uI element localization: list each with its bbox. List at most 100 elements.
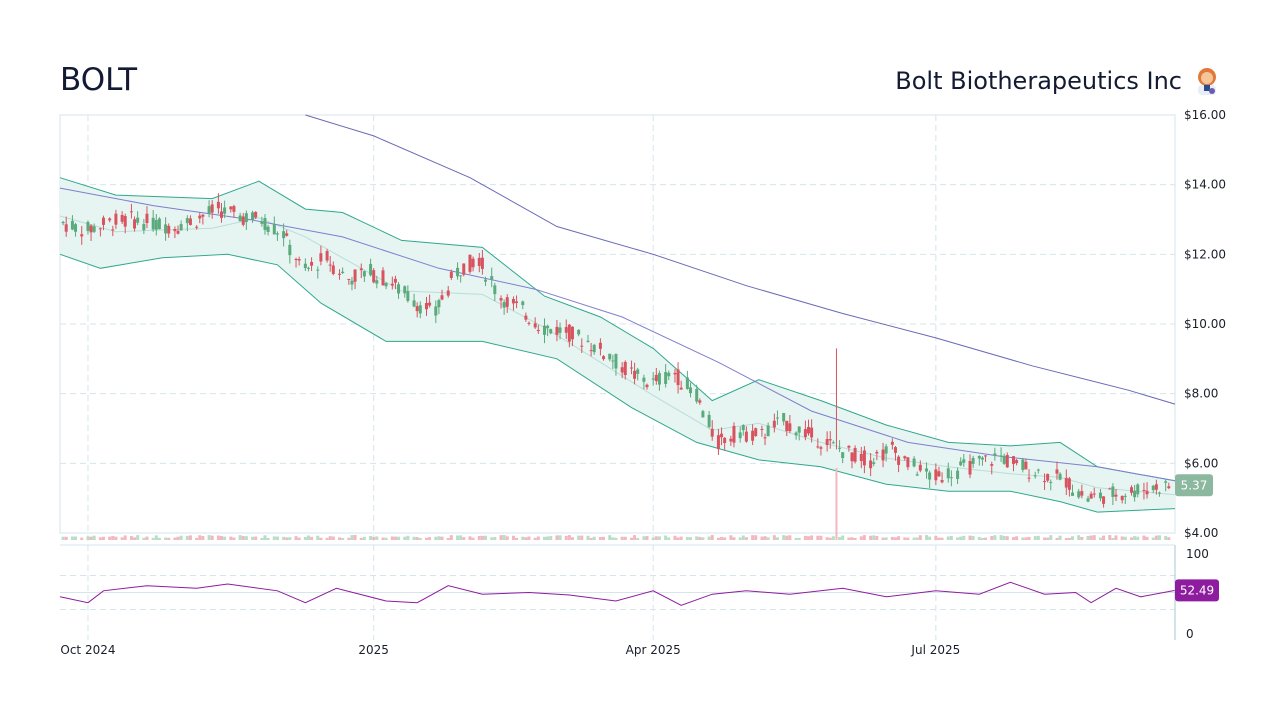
- volume-bar: [341, 537, 345, 540]
- volume-bar: [108, 536, 112, 540]
- volume-bar: [306, 535, 310, 540]
- candle-body: [440, 295, 444, 300]
- candle-body: [862, 450, 866, 466]
- volume-bar: [667, 537, 671, 540]
- candle-body: [642, 377, 646, 382]
- volume-bar: [875, 536, 879, 540]
- volume-bar: [176, 536, 180, 540]
- candle-body: [738, 432, 742, 439]
- candle-body: [142, 224, 146, 231]
- volume-bar: [906, 537, 910, 540]
- volume-bar: [1133, 536, 1137, 540]
- candle-body: [577, 329, 581, 335]
- candle-body: [471, 258, 475, 268]
- sma-200-line: [305, 114, 1176, 405]
- volume-bar: [325, 537, 329, 540]
- volume-bar: [1080, 536, 1084, 540]
- candle-body: [984, 455, 988, 457]
- candle-body: [657, 373, 661, 385]
- volume-bar: [611, 537, 615, 540]
- candle-body: [903, 456, 907, 459]
- candle-body: [338, 273, 342, 275]
- volume-bar: [608, 535, 612, 540]
- candle-body: [589, 350, 593, 352]
- candle-body: [369, 263, 373, 276]
- volume-bar: [86, 536, 90, 540]
- candle-body: [741, 425, 745, 431]
- candle-body: [1120, 495, 1124, 501]
- volume-bar: [577, 535, 581, 540]
- volume-bar: [210, 535, 214, 540]
- volume-bar: [934, 535, 938, 540]
- volume-bar: [841, 535, 845, 540]
- candle-body: [1130, 487, 1134, 493]
- volume-bar: [555, 535, 559, 540]
- volume-bar: [729, 535, 733, 540]
- volume-bar: [185, 535, 189, 540]
- candlesticks: [61, 193, 1171, 508]
- volume-bar: [424, 537, 428, 540]
- volume-bar: [918, 535, 922, 540]
- candle-body: [685, 377, 689, 389]
- candle-body: [456, 267, 460, 277]
- volume-bar: [92, 535, 96, 540]
- volume-bar: [968, 535, 972, 540]
- volume-bar: [580, 535, 584, 540]
- candle-body: [831, 442, 835, 444]
- volume-bar: [825, 537, 829, 540]
- candle-body: [61, 221, 65, 224]
- volume-bar: [331, 536, 335, 540]
- volume-bar: [623, 536, 627, 540]
- candle-body: [940, 480, 944, 483]
- volume-bar: [303, 536, 307, 540]
- volume-bar: [266, 537, 270, 540]
- volume-bar: [505, 536, 509, 540]
- bollinger-band-fill: [60, 177, 1175, 513]
- rsi-line: [59, 581, 1176, 606]
- candle-body: [353, 269, 357, 282]
- volume-bar: [772, 535, 776, 540]
- candle-body: [853, 447, 857, 462]
- candle-body: [80, 234, 84, 237]
- volume-bar: [912, 537, 916, 540]
- volume-bar: [151, 537, 155, 540]
- volume-bar: [359, 537, 363, 540]
- candle-body: [1080, 491, 1084, 496]
- candle-body: [418, 305, 422, 314]
- candle-body: [384, 283, 388, 287]
- volume-bar: [484, 535, 488, 540]
- volume-bar: [229, 536, 233, 540]
- volume-bar: [142, 537, 146, 540]
- volume-bar: [207, 535, 211, 540]
- candle-body: [316, 269, 320, 271]
- candle-body: [623, 361, 627, 376]
- volume-bar: [462, 537, 466, 540]
- y-tick-label: $14.00: [1184, 178, 1226, 192]
- candle-body: [1164, 481, 1168, 483]
- volume-bar: [1002, 535, 1006, 540]
- candle-body: [198, 215, 202, 219]
- candle-body: [1145, 490, 1149, 495]
- volume-bar: [657, 536, 661, 540]
- volume-bar: [1098, 537, 1102, 540]
- volume-bar: [1011, 537, 1015, 540]
- volume-bar: [850, 537, 854, 540]
- candle-body: [990, 464, 994, 466]
- volume-bar: [98, 537, 102, 540]
- candle-body: [393, 278, 397, 283]
- candle-body: [412, 300, 416, 307]
- candle-body: [232, 206, 236, 212]
- volume-bar: [564, 535, 568, 540]
- volume-bar: [64, 536, 68, 540]
- volume-bar: [1086, 535, 1090, 540]
- volume-bar: [384, 537, 388, 540]
- volume-bar: [763, 536, 767, 540]
- y-tick-label: $6.00: [1184, 456, 1218, 470]
- volume-bar: [598, 536, 602, 540]
- volume-bar: [74, 536, 78, 540]
- candle-body: [536, 329, 540, 332]
- candle-body: [707, 414, 711, 427]
- candle-body: [564, 327, 568, 333]
- candle-body: [297, 259, 301, 261]
- volume-bar: [459, 535, 463, 540]
